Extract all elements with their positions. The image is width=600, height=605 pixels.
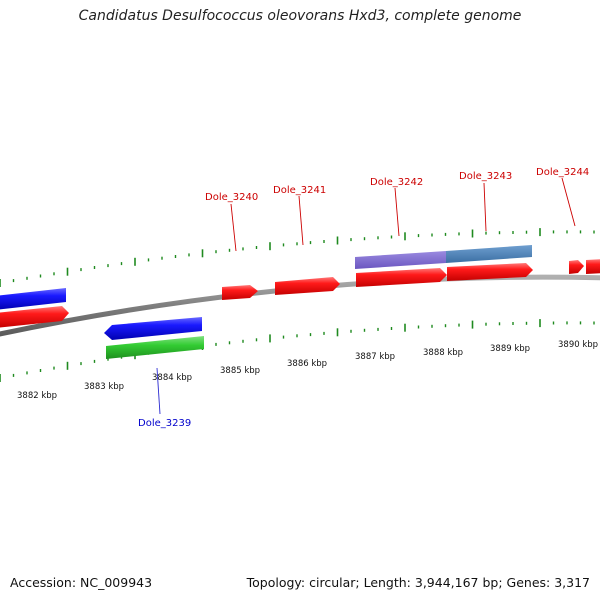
accession-text: Accession: NC_009943 <box>10 575 153 590</box>
label-leaders <box>156 177 576 415</box>
scale-label: 3882 kbp <box>17 391 57 401</box>
gene-label-dole-3242[interactable]: Dole_3242 <box>370 177 423 188</box>
scale-label: 3883 kbp <box>84 382 124 392</box>
gene-arrow[interactable] <box>586 259 600 274</box>
scale-label: 3884 kbp <box>152 373 192 383</box>
scale-label: 3887 kbp <box>355 352 395 362</box>
operon-bar-steel[interactable] <box>446 245 532 263</box>
scale-label: 3885 kbp <box>220 366 260 376</box>
scale-label: 3886 kbp <box>287 359 327 369</box>
gene-label-dole-3239[interactable]: Dole_3239 <box>138 418 191 429</box>
lower-tick-track <box>0 319 595 382</box>
gene-arrow-dole-3244[interactable] <box>569 260 584 274</box>
scale-label: 3889 kbp <box>490 344 530 354</box>
gene-arrow[interactable] <box>0 288 66 310</box>
gene-arrow-dole-3243[interactable] <box>447 263 533 281</box>
gene-arrow-dole-3241[interactable] <box>275 277 340 295</box>
gene-arrow[interactable] <box>0 306 69 328</box>
upper-tick-track <box>0 228 595 287</box>
gene-label-dole-3240[interactable]: Dole_3240 <box>205 192 258 203</box>
scale-label: 3890 kbp <box>558 340 598 350</box>
gene-arrow-dole-3239[interactable] <box>104 317 202 340</box>
genome-title: Candidatus Desulfococcus oleovorans Hxd3… <box>78 8 522 24</box>
scale-label: 3888 kbp <box>423 348 463 358</box>
gene-arrow-dole-3242[interactable] <box>356 268 447 287</box>
scale-labels: 3882 kbp 3883 kbp 3884 kbp 3885 kbp 3886… <box>17 340 598 401</box>
gene-label-dole-3243[interactable]: Dole_3243 <box>459 171 512 182</box>
gene-label-dole-3241[interactable]: Dole_3241 <box>273 185 326 196</box>
operon-bar-purple[interactable] <box>355 251 446 269</box>
rna-gene-arrow[interactable] <box>106 336 204 359</box>
genome-summary-text: Topology: circular; Length: 3,944,167 bp… <box>246 575 590 590</box>
gene-arrow-dole-3240[interactable] <box>222 285 258 300</box>
gene-label-dole-3244[interactable]: Dole_3244 <box>536 167 589 178</box>
